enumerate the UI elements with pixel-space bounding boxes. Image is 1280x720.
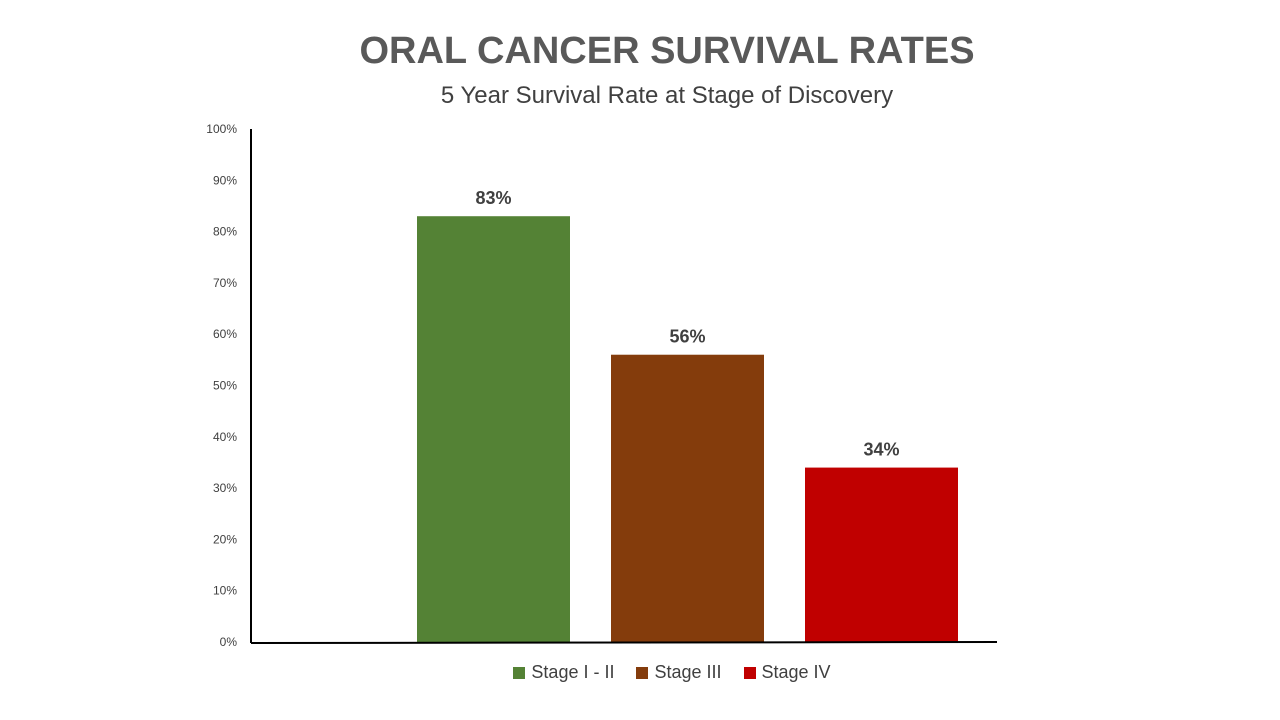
bar-data-label: 56% [669, 327, 705, 347]
y-axis-ticks: 0% 10% 20% 30% 40% 50% 60% 70% 80% 90% 100% [206, 122, 237, 649]
bar [611, 354, 764, 642]
y-tick-label: 20% [213, 532, 237, 546]
legend-swatch [636, 666, 649, 679]
legend: Stage I - II Stage III Stage IV [0, 662, 1280, 683]
legend-label: Stage III [654, 662, 722, 682]
y-tick-label: 10% [213, 584, 237, 598]
y-tick-label: 90% [213, 173, 237, 187]
legend-label: Stage IV [761, 662, 831, 682]
y-tick-label: 50% [213, 379, 237, 393]
chart-subtitle: 5 Year Survival Rate at Stage of Discove… [440, 82, 894, 109]
bar-data-label: 34% [863, 440, 899, 460]
legend-item-stage-3: Stage III [636, 662, 722, 683]
y-tick-label: 70% [213, 276, 237, 290]
y-tick-label: 80% [213, 225, 237, 239]
y-tick-label: 40% [213, 430, 237, 444]
legend-item-stage-4: Stage IV [743, 662, 831, 683]
y-tick-label: 0% [220, 635, 238, 649]
x-axis-line [250, 641, 998, 644]
y-tick-label: 30% [213, 481, 237, 495]
chart-title: ORAL CANCER SURVIVAL RATES [359, 30, 975, 72]
y-tick-label: 60% [213, 327, 237, 341]
bar [805, 467, 958, 642]
bars [417, 216, 958, 642]
bar-data-label: 83% [475, 188, 511, 208]
legend-swatch [513, 666, 526, 679]
legend-label: Stage I - II [531, 662, 615, 682]
bar [417, 216, 570, 642]
y-tick-label: 100% [206, 122, 237, 136]
bar-data-labels: 83% 56% 34% [475, 188, 899, 459]
legend-swatch [743, 666, 756, 679]
legend-item-stage-1-2: Stage I - II [513, 662, 614, 683]
